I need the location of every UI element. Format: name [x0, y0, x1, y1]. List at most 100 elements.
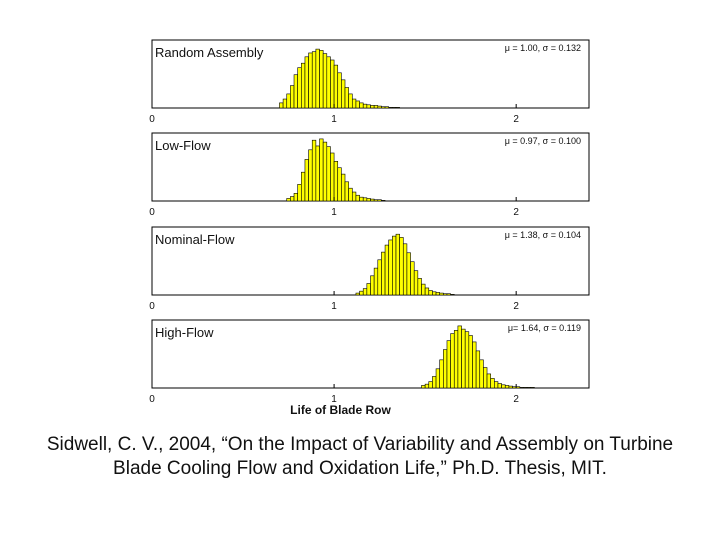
- panel-2-bar-9: [315, 145, 320, 202]
- panel-4-bar-1: [421, 385, 426, 389]
- panel-2-bar-22: [362, 197, 368, 202]
- panel-4-title: High-Flow: [155, 325, 214, 340]
- panel-2-tick-label-1: 1: [331, 207, 337, 218]
- panel-2-bar-17: [344, 181, 349, 202]
- panel-2-bar-10: [319, 138, 324, 202]
- panel-1-bar-17: [337, 72, 342, 109]
- panel-4-bar-18: [483, 367, 488, 389]
- panel-2-bar-8: [311, 139, 317, 202]
- caption-line-1: Sidwell, C. V., 2004, “On the Impact of …: [46, 434, 674, 455]
- panel-3-bar-26: [446, 293, 451, 296]
- panel-2-bar-13: [330, 152, 335, 202]
- panel-2-bar-20: [355, 194, 360, 202]
- panel-3-bar-22: [432, 291, 437, 296]
- panel-4-bar-29: [523, 387, 528, 389]
- panel-2-bar-11: [322, 141, 328, 202]
- panel-2-bar-14: [333, 161, 339, 202]
- panel-3-bar-14: [402, 243, 408, 296]
- panel-2-tick-label-0: 0: [149, 207, 155, 218]
- panel-2-bar-2: [290, 196, 295, 202]
- panel-1-tick-label-1: 1: [331, 114, 337, 125]
- panel-2-bar-15: [337, 167, 342, 202]
- panel-1-bar-8: [304, 56, 309, 109]
- panel-3-bar-19: [421, 283, 426, 296]
- panel-1-bar-26: [370, 105, 375, 109]
- panel-2-bar-21: [359, 196, 364, 202]
- panel-4-bar-15: [472, 341, 477, 389]
- panel-3-bar-4: [366, 283, 371, 296]
- panel-3-title: Nominal-Flow: [155, 232, 235, 247]
- panel-4-bar-14: [468, 335, 473, 389]
- panel-4-bar-2: [424, 383, 430, 389]
- panel-4-bar-23: [501, 384, 506, 389]
- panel-1-bar-27: [373, 105, 379, 109]
- panel-2-tick-label-2: 2: [513, 207, 519, 218]
- panel-4-bar-17: [479, 359, 484, 389]
- panel-3-bar-24: [439, 292, 444, 296]
- panel-4-bar-10: [453, 330, 459, 389]
- panel-3-bar-9: [384, 244, 390, 296]
- panel-1-bar-23: [359, 102, 364, 109]
- panel-1-bar-11: [315, 48, 320, 109]
- panel-1-bar-29: [381, 106, 386, 109]
- panel-4-tick-label-2: 2: [513, 394, 519, 405]
- panel-4-bar-6: [439, 359, 444, 389]
- panel-3-bar-23: [435, 292, 440, 296]
- panel-2-title: Low-Flow: [155, 138, 211, 153]
- panel-1-bar-33: [395, 107, 400, 109]
- panel-4-bar-28: [519, 387, 524, 389]
- panel-3-bar-25: [443, 293, 448, 296]
- panel-1-bar-30: [384, 106, 390, 109]
- panel-4-bar-27: [515, 386, 521, 389]
- panel-4-frame: [151, 319, 590, 389]
- panel-4-bar-26: [512, 386, 517, 389]
- panel-2-bar-19: [351, 191, 357, 202]
- panel-2-bar-1: [286, 198, 291, 202]
- panel-1-bar-3: [286, 93, 291, 109]
- panel-3-bar-5: [370, 275, 375, 296]
- panel-2-bar-27: [381, 200, 386, 202]
- panel-1-bar-25: [366, 104, 371, 109]
- panel-1-tick-label-2: 2: [513, 114, 519, 125]
- caption-line-2: Blade Cooling Flow and Oxidation Life,” …: [113, 458, 607, 479]
- panel-1-bar-24: [362, 103, 368, 109]
- panel-3-bar-1: [355, 292, 360, 296]
- panel-4-bar-21: [494, 381, 499, 389]
- panel-1-stats: μ = 1.00, σ = 0.132: [505, 43, 581, 53]
- panel-1-bar-22: [355, 100, 360, 109]
- panel-4-tick-label-1: 1: [331, 394, 337, 405]
- panel-4-tick-label-0: 0: [149, 394, 155, 405]
- panel-3-bar-10: [388, 239, 393, 296]
- panel-1-tick-label-0: 0: [149, 114, 155, 125]
- panel-3-bar-6: [373, 267, 379, 296]
- panel-1-bar-20: [348, 93, 353, 109]
- panel-2-bar-18: [348, 187, 353, 202]
- panel-2-bar-25: [373, 199, 379, 202]
- panel-4-bar-16: [475, 350, 481, 389]
- panel-4-bar-20: [490, 378, 495, 389]
- panel-2-bar-23: [366, 198, 371, 202]
- panel-1-bar-16: [333, 64, 339, 109]
- panel-1-bar-14: [326, 56, 331, 109]
- panel-1-bar-9: [308, 52, 313, 109]
- panel-4-bar-12: [461, 328, 466, 389]
- panel-4-bar-9: [450, 333, 455, 389]
- panel-1-bar-19: [344, 87, 349, 109]
- panel-3-bar-20: [424, 287, 430, 296]
- panel-2-bar-12: [326, 146, 331, 202]
- panel-3-bar-21: [428, 290, 433, 296]
- panel-1-bar-4: [290, 85, 295, 109]
- panel-1-bar-6: [297, 67, 302, 109]
- panel-3-bar-18: [417, 278, 422, 296]
- panel-4-bar-31: [530, 387, 535, 389]
- panel-1-bar-12: [319, 50, 324, 109]
- panel-2-bar-7: [308, 149, 313, 202]
- panel-1-bar-5: [293, 74, 298, 109]
- panel-3-bar-12: [395, 233, 400, 296]
- panel-2-bar-26: [377, 199, 382, 202]
- panel-4-bar-5: [435, 368, 440, 389]
- panel-1-bar-32: [392, 107, 397, 109]
- panel-1-bar-18: [341, 79, 346, 109]
- panel-3-bar-3: [362, 288, 368, 296]
- panel-1-bar-13: [322, 53, 328, 109]
